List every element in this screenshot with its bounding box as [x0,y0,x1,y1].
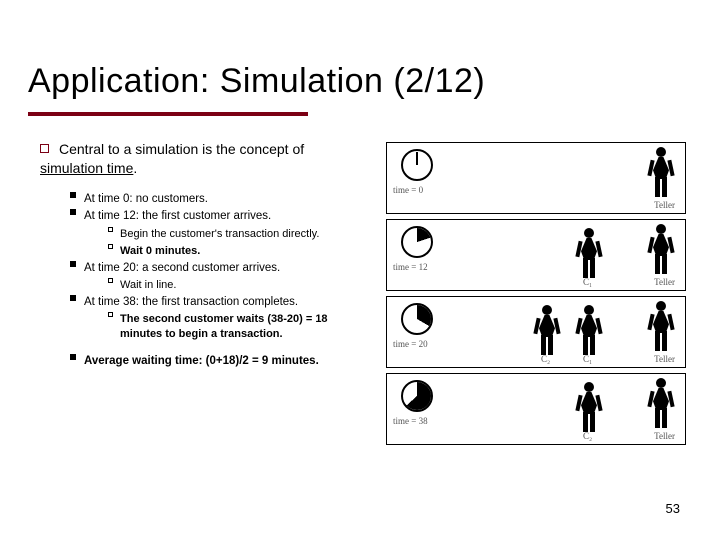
person-icon [647,224,675,274]
l1-text: At time 38: the first transaction comple… [84,295,370,311]
bullet-l2: Begin the customer's transaction directl… [108,227,370,242]
time-label: time = 20 [393,339,428,349]
teller [647,224,675,274]
customer-label: C₁ [583,354,592,364]
customer [575,228,603,278]
person-icon [647,147,675,197]
l1-text: At time 12: the first customer arrives. [84,209,370,225]
l2-text: Wait 0 minutes. [120,244,370,259]
l1-text: At time 0: no customers. [84,192,370,208]
customer-label: C₁ [583,277,592,287]
person-icon [575,305,603,355]
teller-label: Teller [654,277,675,287]
customer-label: C₂ [583,431,592,441]
teller [647,301,675,351]
clock-icon [401,226,433,258]
bullet-open-tiny-icon [108,278,113,283]
bullet-filled-square-icon [70,209,76,215]
teller-label: Teller [654,200,675,210]
customer [575,305,603,355]
diagram-panel: time = 0 Teller [386,142,686,214]
bullet-l1: At time 0: no customers. [70,192,370,208]
intro-line: Central to a simulation is the concept o… [40,140,370,178]
l2-text: Begin the customer's transaction directl… [120,227,370,242]
bullet-l1: At time 38: the first transaction comple… [70,295,370,311]
diagram-panel: time = 38 C₂ Teller [386,373,686,445]
bullet-open-tiny-icon [108,312,113,317]
clock-icon [401,303,433,335]
l2-text: Wait in line. [120,278,370,293]
person-icon [575,228,603,278]
l1-text: At time 20: a second customer arrives. [84,261,370,277]
person-icon [647,301,675,351]
bullet-filled-square-icon [70,295,76,301]
customer [533,305,561,355]
time-label: time = 12 [393,262,428,272]
content-area: Central to a simulation is the concept o… [40,140,370,372]
bullet-l2: Wait 0 minutes. [108,244,370,259]
bullet-l1: Average waiting time: (0+18)/2 = 9 minut… [70,354,370,370]
person-icon [575,382,603,432]
clock-icon [401,149,433,181]
diagram-panel: time = 12 C₁ Teller [386,219,686,291]
time-label: time = 38 [393,416,428,426]
bullet-l2: Wait in line. [108,278,370,293]
clock-icon [401,380,433,412]
slide-title: Application: Simulation (2/12) [28,62,485,101]
teller [647,147,675,197]
teller-label: Teller [654,354,675,364]
bullet-filled-square-icon [70,354,76,360]
bullet-open-square-icon [40,144,49,153]
bullet-l1: At time 12: the first customer arrives. [70,209,370,225]
bullet-open-tiny-icon [108,227,113,232]
intro-underline: simulation time [40,160,133,176]
bullet-l1: At time 20: a second customer arrives. [70,261,370,277]
l1-text: Average waiting time: (0+18)/2 = 9 minut… [84,354,370,370]
bullet-filled-square-icon [70,192,76,198]
teller [647,378,675,428]
customer-label: C₂ [541,354,550,364]
title-underline [28,112,308,116]
time-label: time = 0 [393,185,423,195]
bullet-l2: The second customer waits (38-20) = 18 m… [108,312,370,342]
customer [575,382,603,432]
bullet-open-tiny-icon [108,244,113,249]
person-icon [533,305,561,355]
page-number: 53 [666,501,680,516]
person-icon [647,378,675,428]
simulation-diagram: time = 0Tellertime = 12C₁Tellertime = 20… [386,142,686,445]
diagram-panel: time = 20 C₂ C₁ Teller [386,296,686,368]
l2-text: The second customer waits (38-20) = 18 m… [120,312,370,342]
intro-pre: Central to a simulation is the concept o… [59,141,304,157]
intro-post: . [133,160,137,176]
bullet-filled-square-icon [70,261,76,267]
teller-label: Teller [654,431,675,441]
